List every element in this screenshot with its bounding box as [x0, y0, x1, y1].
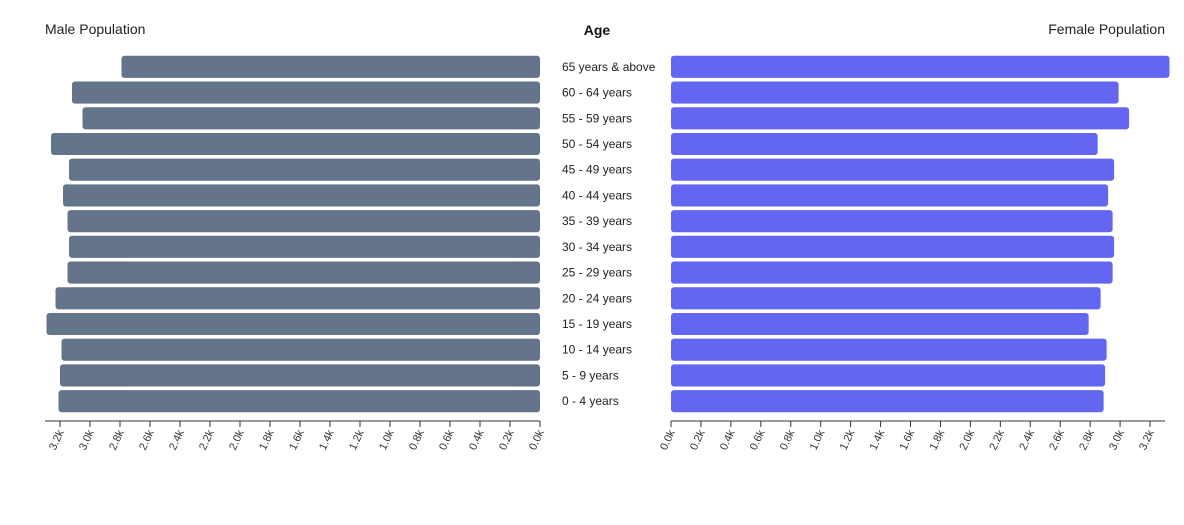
age-title: Age	[584, 22, 611, 38]
male-bar	[121, 55, 540, 78]
tick-label: 1.2k	[347, 428, 367, 452]
tick-label: 0.6k	[437, 428, 457, 452]
age-group-label: 45 - 49 years	[562, 163, 632, 177]
age-group-label: 35 - 39 years	[562, 214, 632, 228]
male-bar	[55, 287, 540, 310]
male-bar	[60, 364, 540, 387]
tick-label: 1.0k	[377, 428, 397, 452]
female-bar	[671, 364, 1106, 387]
female-x-axis: 0.0k 0.2k 0.4k 0.6k 0.8k 1.0k 1.2k 1.4k 1.6k 1.8k…	[658, 420, 1165, 452]
male-bar	[69, 158, 540, 181]
age-group-label: 55 - 59 years	[562, 111, 632, 125]
tick-label: 2.2k	[197, 428, 217, 452]
male-population-title: Male Population	[45, 21, 145, 37]
tick-label: 1.4k	[317, 428, 337, 452]
female-bar	[671, 107, 1130, 130]
male-x-axis: 0.0k 0.2k 0.4k 0.6k 0.8k 1.0k 1.2k 1.4k 1.6k 1.8k…	[45, 420, 547, 452]
tick-label: 0.8k	[407, 428, 427, 452]
female-bar	[671, 184, 1109, 207]
tick-label: 1.2k	[838, 428, 858, 452]
tick-label: 2.6k	[137, 428, 157, 452]
age-group-label: 50 - 54 years	[562, 137, 632, 151]
tick-label: 3.0k	[1107, 428, 1127, 452]
tick-label: 3.2k	[47, 428, 67, 452]
male-bars	[46, 55, 540, 413]
female-bar	[671, 81, 1119, 104]
male-bar	[61, 338, 540, 361]
age-group-label: 65 years & above	[562, 60, 656, 74]
male-bar	[69, 235, 540, 258]
tick-label: 3.2k	[1137, 428, 1157, 452]
female-bar	[671, 158, 1115, 181]
age-group-label: 30 - 34 years	[562, 240, 632, 254]
tick-label: 0.2k	[497, 428, 517, 452]
tick-label: 2.0k	[957, 428, 977, 452]
female-bar	[671, 261, 1113, 284]
male-bar	[82, 107, 540, 130]
male-bar	[63, 184, 540, 207]
female-bar	[671, 390, 1104, 413]
tick-label: 0.4k	[718, 428, 738, 452]
male-bar	[67, 210, 540, 233]
tick-label: 0.4k	[467, 428, 487, 452]
tick-label: 2.2k	[987, 428, 1007, 452]
tick-label: 2.8k	[1077, 428, 1097, 452]
female-bar	[671, 312, 1089, 336]
male-bar	[67, 261, 540, 284]
tick-label: 2.0k	[227, 428, 247, 452]
female-bars	[671, 55, 1170, 413]
tick-label: 1.0k	[808, 428, 828, 452]
tick-label: 2.4k	[1017, 428, 1037, 452]
tick-label: 0.0k	[658, 428, 678, 452]
female-bar	[671, 210, 1113, 233]
tick-label: 0.6k	[748, 428, 768, 452]
male-bar	[46, 312, 540, 336]
age-group-label: 40 - 44 years	[562, 188, 632, 202]
age-labels: 65 years & above 60 - 64 years 55 - 59 yea…	[562, 60, 656, 408]
tick-label: 0.0k	[527, 428, 547, 452]
female-bar	[671, 235, 1115, 258]
age-group-label: 25 - 29 years	[562, 266, 632, 280]
female-population-title: Female Population	[1048, 21, 1165, 37]
age-group-label: 60 - 64 years	[562, 86, 632, 100]
tick-label: 0.8k	[778, 428, 798, 452]
tick-label: 1.6k	[287, 428, 307, 452]
female-bar	[671, 132, 1098, 156]
age-group-label: 0 - 4 years	[562, 394, 619, 408]
tick-label: 2.8k	[107, 428, 127, 452]
male-bar	[58, 390, 540, 413]
tick-label: 1.4k	[868, 428, 888, 452]
age-group-label: 20 - 24 years	[562, 291, 632, 305]
age-group-label: 10 - 14 years	[562, 343, 632, 357]
tick-label: 1.8k	[257, 428, 277, 452]
age-group-label: 15 - 19 years	[562, 317, 632, 331]
tick-label: 2.6k	[1047, 428, 1067, 452]
tick-label: 1.6k	[898, 428, 918, 452]
tick-label: 3.0k	[77, 428, 97, 452]
female-bar	[671, 287, 1101, 310]
male-bar	[51, 132, 540, 156]
female-bar	[671, 338, 1107, 361]
female-bar	[671, 55, 1170, 78]
age-group-label: 5 - 9 years	[562, 368, 619, 382]
tick-label: 2.4k	[167, 428, 187, 452]
tick-label: 0.2k	[688, 428, 708, 452]
male-bar	[72, 81, 540, 104]
tick-label: 1.8k	[928, 428, 948, 452]
